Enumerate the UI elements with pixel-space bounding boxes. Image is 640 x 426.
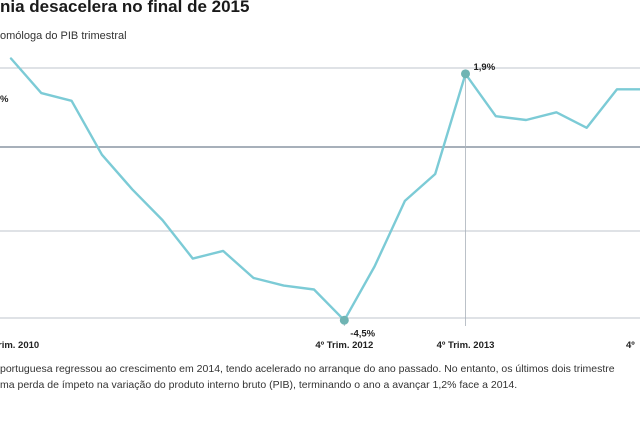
- data-point-marker: [339, 315, 349, 325]
- markers: [339, 69, 470, 325]
- x-tick-label: 4º: [626, 340, 635, 351]
- x-tick-label: 4º Trim. 2013: [437, 340, 495, 351]
- data-point-marker: [461, 69, 470, 79]
- caption-line-1: portuguesa regressou ao crescimento em 2…: [0, 363, 615, 375]
- x-tick-label: rim. 2010: [0, 340, 39, 351]
- data-label: -4,5%: [350, 328, 375, 339]
- caption-line-2: ma perda de ímpeto na variação do produt…: [0, 379, 518, 391]
- gdp-line-chart: 1,9% -4,5%% rim. 2010 4º Trim. 2012 4º Trim…: [0, 57, 640, 351]
- chart-caption: portuguesa regressou ao crescimento em 2…: [0, 361, 640, 393]
- x-tick-label: 4º Trim. 2012: [315, 340, 373, 351]
- chart-title: nia desacelera no final de 2015: [0, 0, 250, 16]
- data-label: %: [0, 94, 9, 105]
- data-labels: 1,9% -4,5%%: [0, 62, 496, 339]
- chart-subtitle: omóloga do PIB trimestral: [0, 30, 127, 42]
- x-axis-ticks: rim. 2010 4º Trim. 2012 4º Trim. 2013 4º: [0, 340, 635, 351]
- data-label: 1,9%: [474, 62, 496, 73]
- grid-lines: [0, 67, 640, 319]
- gdp-series-line: [9, 57, 640, 322]
